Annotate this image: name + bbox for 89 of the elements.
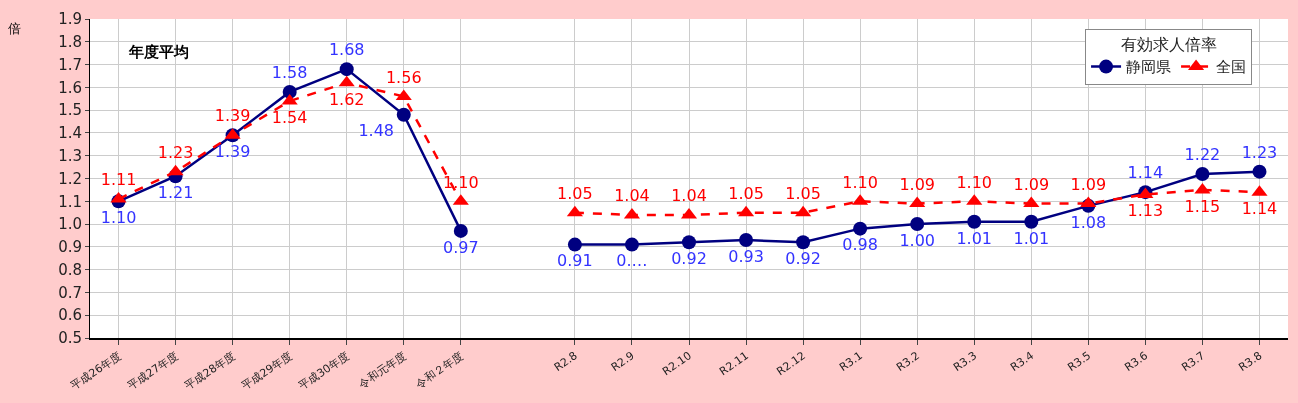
point bbox=[339, 62, 354, 77]
point bbox=[909, 196, 926, 208]
legend-label: 静岡県 bbox=[1126, 58, 1172, 77]
data-label: 1.62 bbox=[328, 89, 365, 109]
data-label: 0.… bbox=[616, 251, 648, 271]
point bbox=[338, 75, 355, 87]
legend-label: 全国 bbox=[1216, 58, 1247, 77]
x-tick-label: 平成26年度 bbox=[68, 349, 124, 393]
legend-title: 有効求人倍率 bbox=[1120, 35, 1217, 55]
point bbox=[910, 217, 925, 232]
data-label: 1.05 bbox=[785, 183, 821, 203]
data-label: 1.21 bbox=[157, 182, 194, 202]
annotation: 年度平均 bbox=[128, 43, 189, 61]
data-label: 1.05 bbox=[728, 183, 764, 203]
point bbox=[967, 214, 982, 229]
data-label: 1.08 bbox=[1070, 212, 1107, 232]
data-label: 1.23 bbox=[157, 142, 194, 162]
data-label: 1.56 bbox=[385, 67, 422, 87]
point bbox=[1194, 182, 1211, 194]
data-label: 0.91 bbox=[557, 251, 593, 271]
data-label: 1.10 bbox=[443, 172, 479, 192]
point bbox=[796, 235, 811, 250]
data-label: 1.11 bbox=[100, 170, 137, 190]
point bbox=[1195, 166, 1210, 181]
point bbox=[453, 223, 468, 238]
text: 1.2 bbox=[58, 169, 82, 188]
data-label: 0.98 bbox=[842, 235, 878, 255]
x-tick-label: 令和元年度 bbox=[356, 349, 409, 392]
data-label: 1.05 bbox=[557, 183, 593, 203]
data-label: 1.14 bbox=[1241, 198, 1278, 218]
data-label: 1.04 bbox=[671, 186, 707, 206]
data-label: 1.09 bbox=[1013, 174, 1050, 194]
data-label: 0.93 bbox=[728, 246, 764, 266]
text: 1.5 bbox=[58, 101, 82, 120]
data-label: 0.92 bbox=[671, 249, 707, 269]
data-label: 1.22 bbox=[1184, 145, 1221, 165]
data-label: 1.68 bbox=[328, 40, 365, 60]
text: 1.8 bbox=[58, 33, 82, 52]
text: 1.0 bbox=[58, 215, 82, 234]
data-label: 1.10 bbox=[956, 172, 993, 192]
data-label: 1.58 bbox=[271, 63, 308, 83]
y-axis-title: 倍 bbox=[8, 21, 21, 36]
text: 1.9 bbox=[58, 10, 82, 29]
text: 0.6 bbox=[58, 306, 82, 325]
data-label: 1.39 bbox=[214, 141, 251, 161]
point bbox=[396, 107, 411, 122]
x-tick-label: 平成30年度 bbox=[296, 349, 352, 393]
data-label: 1.09 bbox=[1070, 174, 1107, 194]
point bbox=[682, 235, 696, 250]
data-label: 1.13 bbox=[1127, 201, 1164, 221]
text: 1.3 bbox=[58, 146, 82, 165]
data-label: 0.97 bbox=[443, 237, 479, 257]
point bbox=[739, 233, 754, 248]
text: 1.1 bbox=[58, 192, 82, 211]
x-tick-label: 平成28年度 bbox=[182, 349, 238, 393]
point bbox=[853, 221, 868, 236]
text: 0.8 bbox=[58, 260, 82, 279]
point bbox=[567, 237, 582, 252]
text: 1.6 bbox=[58, 78, 82, 97]
data-label: 1.39 bbox=[214, 106, 251, 126]
data-label: 1.23 bbox=[1241, 142, 1278, 162]
text: 1.7 bbox=[58, 55, 82, 74]
data-label: 0.92 bbox=[785, 249, 821, 269]
data-label: 1.54 bbox=[271, 107, 308, 127]
data-label: 1.00 bbox=[899, 230, 935, 250]
x-tick-label: 令和２年度 bbox=[413, 349, 466, 392]
data-label: 1.09 bbox=[899, 174, 935, 194]
x-tick-label: 平成29年度 bbox=[239, 349, 295, 393]
data-label: 1.48 bbox=[358, 121, 395, 141]
data-label: 1.10 bbox=[100, 208, 137, 228]
text: 0.7 bbox=[58, 283, 82, 302]
text: 0.9 bbox=[58, 238, 82, 257]
data-label: 1.14 bbox=[1127, 163, 1164, 183]
point bbox=[1080, 196, 1097, 208]
point bbox=[795, 205, 812, 217]
point bbox=[167, 164, 184, 176]
data-label: 1.15 bbox=[1184, 196, 1221, 216]
x-tick-label: 平成27年度 bbox=[125, 349, 181, 393]
point bbox=[624, 237, 639, 252]
data-label: 1.04 bbox=[614, 186, 650, 206]
point bbox=[1252, 164, 1267, 179]
point bbox=[1024, 214, 1039, 229]
data-label: 1.10 bbox=[842, 172, 878, 192]
data-label: 1.01 bbox=[956, 228, 993, 248]
point bbox=[1023, 196, 1040, 208]
data-label: 1.01 bbox=[1013, 228, 1050, 248]
point bbox=[566, 205, 583, 217]
text: 0.5 bbox=[58, 329, 82, 348]
text: 1.4 bbox=[58, 124, 82, 143]
